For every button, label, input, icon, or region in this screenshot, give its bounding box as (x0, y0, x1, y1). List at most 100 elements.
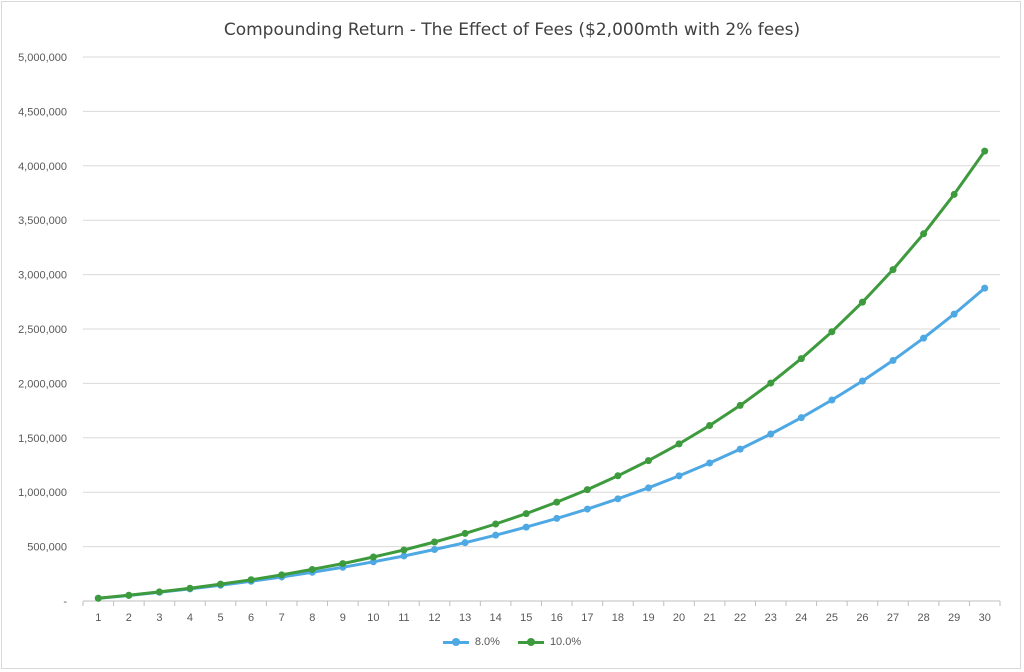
x-tick-label: 23 (765, 612, 777, 624)
data-point-series-1 (400, 552, 408, 560)
legend-item-series-2: 10.0% (517, 636, 582, 648)
x-tick-label: 26 (856, 612, 868, 624)
y-tick-label: 1,500,000 (18, 433, 67, 445)
x-tick-label: 14 (490, 612, 502, 624)
x-tick-label: 27 (887, 612, 899, 624)
data-point-series-2 (339, 560, 347, 568)
data-point-series-2 (981, 147, 989, 155)
data-point-series-2 (706, 422, 714, 430)
data-point-series-1 (431, 546, 439, 554)
x-tick-label: 18 (612, 612, 624, 624)
data-point-series-1 (889, 356, 897, 364)
data-point-series-2 (400, 546, 408, 554)
x-tick-label: 7 (279, 612, 285, 624)
data-point-series-2 (217, 580, 225, 588)
data-point-series-2 (644, 457, 652, 465)
x-tick-label: 20 (673, 612, 685, 624)
legend-label-series-1: 8.0% (474, 636, 500, 648)
legend-swatch-series-1 (442, 637, 469, 647)
data-point-series-1 (644, 484, 652, 492)
x-tick-label: 1 (95, 612, 101, 624)
y-tick-label: 4,500,000 (18, 106, 67, 118)
data-point-series-2 (767, 379, 775, 387)
x-tick-label: 10 (367, 612, 379, 624)
data-point-series-1 (858, 377, 866, 385)
data-point-series-2 (308, 565, 316, 573)
x-tick-label: 17 (581, 612, 593, 624)
data-point-series-1 (828, 396, 836, 404)
y-tick-label: 3,500,000 (18, 215, 67, 227)
series-line-1 (98, 286, 986, 600)
data-point-series-2 (492, 520, 500, 528)
data-point-series-1 (797, 414, 805, 422)
y-tick-label: 4,000,000 (18, 161, 67, 173)
x-tick-label: 5 (217, 612, 223, 624)
y-tick-label: 2,500,000 (18, 324, 67, 336)
x-tick-label: 13 (459, 612, 471, 624)
data-point-series-2 (522, 510, 530, 518)
data-point-series-2 (247, 576, 255, 584)
x-tick-label: 8 (309, 612, 315, 624)
data-point-series-2 (583, 486, 591, 494)
x-tick-label: 15 (520, 612, 532, 624)
x-tick-label: 21 (703, 612, 715, 624)
x-tick-label: 16 (551, 612, 563, 624)
y-tick-label: 3,000,000 (18, 270, 67, 282)
series-line-2 (98, 150, 986, 600)
data-point-series-1 (553, 514, 561, 522)
data-point-series-1 (706, 459, 714, 467)
data-point-series-2 (125, 591, 133, 599)
data-point-series-2 (614, 472, 622, 480)
x-axis-tick-labels: 1 2 3 4 5 6 7 8 9 10 11 12 13 14 15 16 17 18 19 20 21 22 23 24 2… (95, 612, 991, 624)
data-point-series-2 (889, 266, 897, 274)
x-tick-label: 9 (340, 612, 346, 624)
series-group (94, 147, 989, 602)
data-point-series-2 (369, 553, 377, 561)
x-tick-label: 28 (917, 612, 929, 624)
data-point-series-2 (736, 401, 744, 409)
x-tick-label: 3 (156, 612, 162, 624)
x-tick-label: 11 (398, 612, 409, 624)
data-point-series-1 (369, 558, 377, 566)
data-point-series-1 (583, 505, 591, 513)
data-point-series-2 (920, 230, 928, 238)
x-tick-label: 19 (642, 612, 654, 624)
data-point-series-1 (736, 445, 744, 453)
x-tick-label: 24 (795, 612, 807, 624)
x-tick-label: 29 (948, 612, 960, 624)
data-point-series-1 (981, 284, 989, 292)
x-tick-label: 22 (734, 612, 746, 624)
y-tick-label: 5,000,000 (18, 52, 67, 64)
data-point-series-1 (492, 531, 500, 539)
legend-swatch-series-2 (517, 637, 544, 647)
data-point-series-2 (155, 588, 163, 596)
data-point-series-2 (94, 594, 102, 602)
y-tick-label: - (63, 596, 67, 608)
axes (82, 600, 1001, 606)
y-axis-tick-labels: - 500,000 1,000,000 1,500,000 2,000,000 2,500… (18, 52, 67, 608)
gridlines (83, 56, 1000, 548)
data-point-series-1 (950, 310, 958, 318)
y-tick-label: 1,000,000 (18, 487, 67, 499)
data-point-series-2 (828, 328, 836, 336)
y-tick-label: 2,000,000 (18, 378, 67, 390)
data-point-series-1 (614, 495, 622, 503)
x-tick-label: 2 (126, 612, 132, 624)
data-point-series-2 (675, 440, 683, 448)
y-tick-label: 500,000 (27, 542, 67, 554)
data-point-series-2 (858, 298, 866, 306)
data-point-series-2 (461, 529, 469, 537)
legend-label-series-2: 10.0% (549, 636, 582, 648)
data-point-series-1 (675, 472, 683, 480)
x-tick-label: 4 (187, 612, 193, 624)
data-point-series-1 (461, 539, 469, 547)
data-point-series-2 (186, 584, 194, 592)
data-point-series-1 (920, 334, 928, 342)
x-tick-label: 6 (248, 612, 254, 624)
data-point-series-2 (278, 571, 286, 579)
data-point-series-1 (522, 523, 530, 531)
data-point-series-2 (950, 190, 958, 198)
legend: 8.0% 10.0% (0, 636, 1024, 648)
